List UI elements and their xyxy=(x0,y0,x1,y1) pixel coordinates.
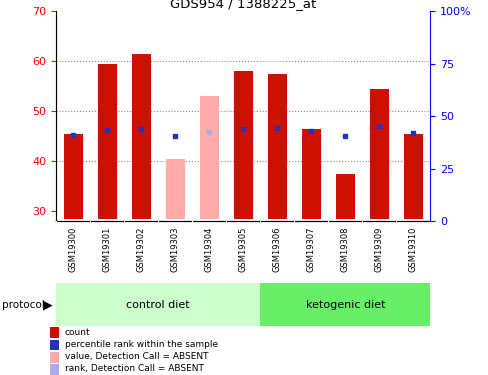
Text: GSM19300: GSM19300 xyxy=(69,226,78,272)
Text: protocol: protocol xyxy=(2,300,45,310)
Bar xyxy=(335,174,354,219)
Bar xyxy=(301,129,320,219)
Bar xyxy=(50,352,59,363)
Text: ketogenic diet: ketogenic diet xyxy=(305,300,384,310)
Bar xyxy=(132,54,150,219)
Bar xyxy=(403,134,422,219)
Text: ▶: ▶ xyxy=(43,298,53,311)
Bar xyxy=(50,364,59,375)
Text: GSM19303: GSM19303 xyxy=(170,226,180,272)
Text: rank, Detection Call = ABSENT: rank, Detection Call = ABSENT xyxy=(65,364,203,374)
Bar xyxy=(267,74,286,219)
Text: GSM19302: GSM19302 xyxy=(137,226,145,272)
FancyBboxPatch shape xyxy=(56,283,260,326)
Text: control diet: control diet xyxy=(126,300,190,310)
Text: GSM19304: GSM19304 xyxy=(204,226,213,272)
Bar xyxy=(233,71,252,219)
Text: GSM19301: GSM19301 xyxy=(102,226,112,272)
Text: GSM19305: GSM19305 xyxy=(238,226,247,272)
FancyBboxPatch shape xyxy=(260,283,429,326)
Text: GSM19306: GSM19306 xyxy=(272,226,281,272)
Text: GSM19308: GSM19308 xyxy=(340,226,349,272)
Bar xyxy=(50,340,59,350)
Bar xyxy=(165,159,184,219)
Bar xyxy=(50,327,59,338)
Text: GSM19309: GSM19309 xyxy=(374,226,383,272)
Text: count: count xyxy=(65,328,90,337)
Bar xyxy=(200,96,218,219)
Bar xyxy=(98,64,116,219)
Bar xyxy=(369,89,388,219)
Text: GSM19307: GSM19307 xyxy=(306,226,315,272)
Text: GSM19310: GSM19310 xyxy=(408,226,417,272)
Text: value, Detection Call = ABSENT: value, Detection Call = ABSENT xyxy=(65,352,208,361)
Text: percentile rank within the sample: percentile rank within the sample xyxy=(65,340,218,349)
Bar xyxy=(64,134,82,219)
Title: GDS954 / 1388225_at: GDS954 / 1388225_at xyxy=(170,0,316,10)
